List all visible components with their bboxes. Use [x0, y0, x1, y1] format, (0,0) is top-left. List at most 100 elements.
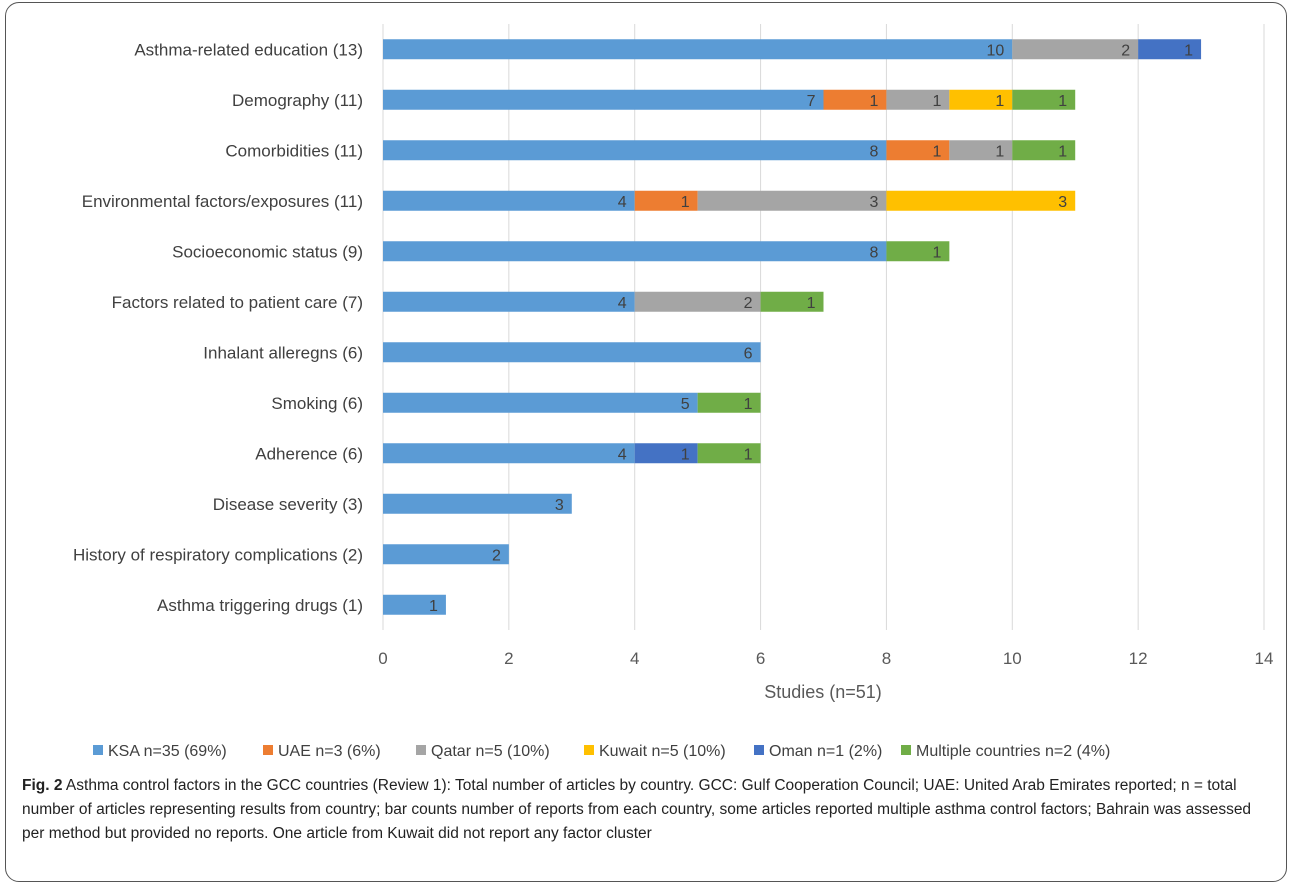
x-axis-ticks: 0 2 4 6 8 10 12 14 — [378, 649, 1273, 668]
legend-swatch — [263, 745, 273, 755]
data-label: 1 — [1058, 143, 1067, 160]
bar-segment — [1012, 89, 1076, 110]
bar-segment — [949, 89, 1013, 110]
bar-segment — [697, 392, 761, 413]
data-label: 1 — [744, 396, 753, 413]
bar-segment — [383, 392, 698, 413]
caption-label: Fig. 2 — [22, 777, 63, 794]
data-label: 4 — [618, 194, 627, 211]
data-label: 10 — [986, 42, 1004, 59]
data-label: 1 — [807, 295, 816, 312]
figure-frame — [5, 2, 1287, 882]
bar-segment — [383, 140, 887, 161]
legend: KSA n=35 (69%) UAE n=3 (6%) Qatar n=5 (10%… — [93, 743, 1110, 760]
data-label: 1 — [1058, 93, 1067, 110]
data-label: 1 — [932, 143, 941, 160]
legend-label: Multiple countries n=2 (4%) — [916, 743, 1110, 760]
bar-segment — [383, 89, 824, 110]
category-labels: Asthma-related education (13) Demography … — [73, 40, 363, 615]
legend-label: Kuwait n=5 (10%) — [599, 743, 726, 760]
bar-segment — [383, 342, 761, 363]
data-label: 4 — [618, 446, 627, 463]
bar-segment — [949, 140, 1013, 161]
bar-segment — [1012, 39, 1139, 60]
data-label: 1 — [1184, 42, 1193, 59]
x-tick-label: 2 — [504, 649, 513, 668]
legend-swatch — [416, 745, 426, 755]
category-label: Comorbidities (11) — [225, 141, 363, 160]
bar-segment — [886, 89, 950, 110]
x-tick-label: 4 — [630, 649, 639, 668]
data-label: 1 — [429, 598, 438, 615]
data-label: 1 — [932, 244, 941, 261]
data-label: 8 — [870, 244, 879, 261]
legend-label: Qatar n=5 (10%) — [431, 743, 550, 760]
data-label: 3 — [870, 194, 879, 211]
bar-segment — [697, 190, 887, 211]
bar-segment — [383, 493, 572, 514]
x-tick-label: 6 — [756, 649, 765, 668]
x-axis-title: Studies (n=51) — [764, 682, 882, 702]
data-label: 2 — [1121, 42, 1130, 59]
bar-segment — [383, 291, 635, 312]
data-label: 2 — [744, 295, 753, 312]
data-label: 1 — [995, 93, 1004, 110]
x-tick-label: 8 — [882, 649, 891, 668]
legend-swatch — [754, 745, 764, 755]
gridlines — [382, 24, 1265, 630]
bar-segment — [886, 140, 950, 161]
data-label: 1 — [681, 446, 690, 463]
data-label: 4 — [618, 295, 627, 312]
category-label: Disease severity (3) — [213, 495, 363, 514]
bar-segment — [383, 39, 1013, 60]
figure-caption: Fig. 2 Asthma control factors in the GCC… — [22, 774, 1272, 846]
category-label: Socioeconomic status (9) — [172, 242, 363, 261]
category-label: Inhalant alleregns (6) — [203, 343, 363, 362]
category-label: Asthma-related education (13) — [134, 40, 363, 59]
x-tick-label: 14 — [1255, 649, 1274, 668]
category-label: Demography (11) — [232, 91, 363, 110]
category-label: Factors related to patient care (7) — [112, 293, 363, 312]
bar-segment — [634, 190, 698, 211]
bar-segment — [383, 544, 509, 565]
x-tick-label: 12 — [1129, 649, 1148, 668]
bar-segment — [383, 594, 446, 615]
bar-segment — [634, 443, 698, 464]
category-label: Smoking (6) — [271, 394, 363, 413]
legend-label: Oman n=1 (2%) — [769, 743, 882, 760]
bar-segment — [823, 89, 887, 110]
bar-segment — [1012, 140, 1076, 161]
category-label: Asthma triggering drugs (1) — [157, 596, 363, 615]
category-label: Adherence (6) — [255, 444, 363, 463]
data-label: 2 — [492, 547, 501, 564]
data-label: 6 — [744, 345, 753, 362]
category-label: Environmental factors/exposures (11) — [82, 192, 363, 211]
bar-segment — [634, 291, 761, 312]
bar-segment — [383, 443, 635, 464]
bars: 10 2 1 7 1 1 1 1 8 1 1 1 4 1 3 3 8 1 4 2 1 6 5 1 4 1 1 3 2 1 — [383, 39, 1202, 615]
data-label: 3 — [1058, 194, 1067, 211]
legend-label: UAE n=3 (6%) — [278, 743, 381, 760]
category-label: History of respiratory complications (2) — [73, 545, 363, 564]
bar-segment — [697, 443, 761, 464]
x-tick-label: 10 — [1003, 649, 1022, 668]
data-label: 3 — [555, 497, 564, 514]
legend-swatch — [584, 745, 594, 755]
data-label: 7 — [807, 93, 816, 110]
bar-segment — [1138, 39, 1202, 60]
data-label: 1 — [870, 93, 879, 110]
data-label: 1 — [681, 194, 690, 211]
legend-swatch — [901, 745, 911, 755]
bar-segment — [886, 241, 950, 262]
x-tick-label: 0 — [378, 649, 387, 668]
legend-label: KSA n=35 (69%) — [108, 743, 227, 760]
caption-text: Asthma control factors in the GCC countr… — [22, 777, 1252, 842]
bar-segment — [886, 190, 1076, 211]
data-label: 1 — [744, 446, 753, 463]
data-label: 5 — [681, 396, 690, 413]
bar-segment — [760, 291, 824, 312]
data-label: 1 — [932, 93, 941, 110]
data-label: 1 — [995, 143, 1004, 160]
bar-segment — [383, 190, 635, 211]
